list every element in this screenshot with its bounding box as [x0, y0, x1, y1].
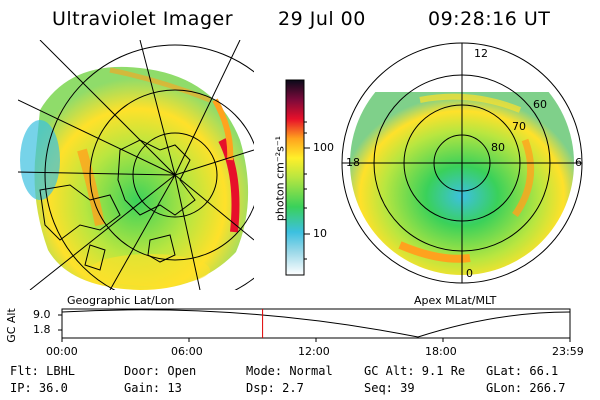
orbit-xtick: 06:00 [171, 345, 203, 358]
mlt-label-6: 6 [575, 156, 582, 169]
geographic-caption: Geographic Lat/Lon [67, 294, 175, 307]
orbit-xtick: 00:00 [46, 345, 78, 358]
info-glat: GLat: 66.1 [486, 364, 559, 378]
geo-uv-image [34, 66, 249, 290]
apex-caption: Apex MLat/MLT [414, 294, 497, 307]
info-gain: Gain: 13 [124, 381, 182, 395]
orbit-xtick: 18:00 [425, 345, 457, 358]
image-date: 29 Jul 00 [278, 8, 366, 30]
mlt-label-12: 12 [474, 47, 488, 60]
info-seq: Seq: 39 [364, 381, 415, 395]
apex-aurora-oval [398, 241, 471, 263]
info-mode: Mode: Normal [246, 364, 333, 378]
info-ip: IP: 36.0 [10, 381, 68, 395]
colorbar-tick-100: 100 [313, 141, 334, 154]
orbit-altitude-curve [61, 309, 571, 338]
geo-aurora-red [218, 138, 240, 233]
orbit-ytick-high: 9.0 [33, 308, 51, 321]
info-dsp: Dsp: 2.7 [246, 381, 304, 395]
orbit-xtick: 12:00 [298, 345, 330, 358]
geo-coastline [117, 139, 196, 216]
info-filter: Flt: LBHL [10, 364, 76, 378]
mlt-label-18: 18 [346, 156, 360, 169]
orbit-plot-frame [61, 308, 571, 339]
info-door: Door: Open [124, 364, 197, 378]
mlt-label-0: 0 [466, 267, 473, 280]
instrument-title: Ultraviolet Imager [52, 8, 234, 30]
mlat-label-60: 60 [533, 98, 547, 111]
colorbar-scale [285, 79, 305, 276]
info-glon: GLon: 266.7 [486, 381, 566, 395]
colorbar-tick-10: 10 [313, 227, 327, 240]
info-gc-alt: GC Alt: 9.1 Re [364, 364, 466, 378]
orbit-ylabel: GC Alt [4, 308, 18, 343]
orbit-ytick-low: 1.8 [33, 323, 51, 336]
orbit-xtick: 23:59 [552, 345, 584, 358]
mlat-label-70: 70 [512, 120, 526, 133]
image-time: 09:28:16 UT [428, 8, 551, 30]
mlat-label-80: 80 [491, 141, 505, 154]
